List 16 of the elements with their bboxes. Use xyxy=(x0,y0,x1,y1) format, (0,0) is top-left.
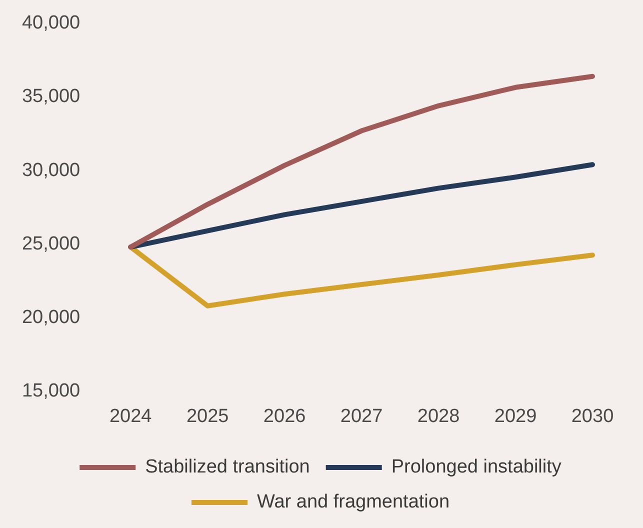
y-tick-label: 20,000 xyxy=(22,306,80,328)
x-tick-label: 2025 xyxy=(186,406,229,427)
x-tick-label: 2028 xyxy=(417,406,460,427)
legend-label: War and fragmentation xyxy=(256,492,450,513)
y-tick-label: 15,000 xyxy=(22,380,80,402)
y-tick-label: 25,000 xyxy=(22,233,80,254)
y-tick-label: 30,000 xyxy=(22,160,80,181)
y-tick-label: 40,000 xyxy=(22,12,80,34)
x-tick-label: 2026 xyxy=(263,406,306,427)
legend-label: Stabilized transition xyxy=(145,456,310,478)
x-tick-label: 2030 xyxy=(571,406,614,427)
x-tick-label: 2024 xyxy=(109,406,152,427)
legend-label: Prolonged instability xyxy=(391,456,562,478)
y-tick-label: 35,000 xyxy=(22,86,80,108)
x-tick-label: 2027 xyxy=(340,406,383,427)
x-tick-label: 2029 xyxy=(494,406,537,427)
